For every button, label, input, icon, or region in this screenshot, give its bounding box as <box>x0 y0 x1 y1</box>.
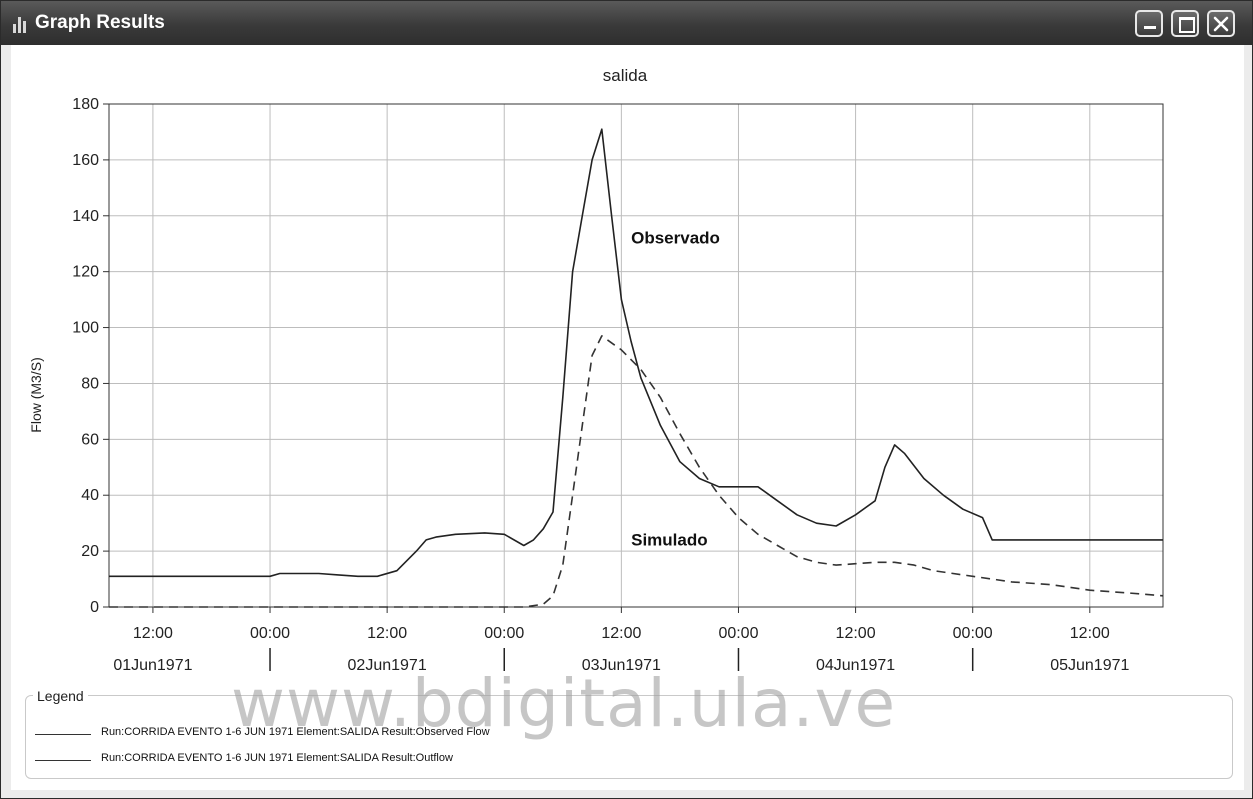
graph-panel: salida Flow (M3/S) 0 20 40 60 80 100 120 140 160… <box>11 45 1244 790</box>
y-tick-label: 0 <box>90 599 99 616</box>
y-tick-label: 120 <box>72 264 99 281</box>
x-tick-label: 12:00 <box>1070 625 1110 642</box>
title-bar[interactable]: Graph Results <box>1 1 1252 45</box>
legend-label-observed: Run:CORRIDA EVENTO 1-6 JUN 1971 Element:… <box>101 726 490 738</box>
y-tick-label: 180 <box>72 96 99 113</box>
series-layer <box>109 128 1164 608</box>
chart-title: salida <box>603 66 648 85</box>
y-tick-label: 40 <box>81 487 99 504</box>
legend-swatch-outflow <box>35 760 91 761</box>
series-line-observed <box>109 128 1163 578</box>
x-tick-label: 00:00 <box>953 625 993 642</box>
legend-title: Legend <box>33 688 88 704</box>
y-tick-label: 160 <box>72 152 99 169</box>
x-tick-label: 00:00 <box>250 625 290 642</box>
minimize-icon <box>1144 26 1156 29</box>
close-button[interactable] <box>1207 10 1235 37</box>
bar-chart-icon <box>13 15 29 33</box>
y-tick-label: 20 <box>81 543 99 560</box>
annotation-observado: Observado <box>631 229 720 248</box>
flow-chart[interactable]: salida Flow (M3/S) 0 20 40 60 80 100 120 140 160… <box>11 45 1244 685</box>
y-tick-label: 60 <box>81 431 99 448</box>
x-date-label: 01Jun1971 <box>113 657 192 674</box>
window-title: Graph Results <box>35 12 165 33</box>
legend-swatch-observed <box>35 734 91 735</box>
x-tick-label: 12:00 <box>601 625 641 642</box>
y-axis-label: Flow (M3/S) <box>28 357 44 432</box>
legend-panel <box>25 695 1233 779</box>
x-tick-label: 12:00 <box>367 625 407 642</box>
y-tick-label: 80 <box>81 375 99 392</box>
y-tick-label: 140 <box>72 208 99 225</box>
x-tick-label: 12:00 <box>836 625 876 642</box>
x-tick-label: 12:00 <box>133 625 173 642</box>
legend-label-outflow: Run:CORRIDA EVENTO 1-6 JUN 1971 Element:… <box>101 752 453 764</box>
annotation-simulado: Simulado <box>631 531 708 550</box>
close-icon <box>1213 16 1229 32</box>
x-date-label: 02Jun1971 <box>348 657 427 674</box>
x-date-label: 03Jun1971 <box>582 657 661 674</box>
minimize-button[interactable] <box>1135 10 1163 37</box>
x-date-label: 04Jun1971 <box>816 657 895 674</box>
maximize-button[interactable] <box>1171 10 1199 37</box>
watermark: www.bdigital.ula.ve <box>231 665 897 742</box>
y-axis-ticks: 0 20 40 60 80 100 120 140 160 180 <box>72 96 109 616</box>
x-axis-ticks: 12:00 00:00 12:00 00:00 12:00 00:00 12:00 00:00… <box>113 607 1130 674</box>
x-tick-label: 00:00 <box>484 625 524 642</box>
annotation-layer: Observado Simulado <box>631 229 720 550</box>
plot-area <box>108 103 1164 608</box>
series-line-outflow <box>109 335 1164 608</box>
maximize-icon <box>1179 17 1195 33</box>
grid-lines <box>109 103 1163 608</box>
x-date-label: 05Jun1971 <box>1050 657 1129 674</box>
y-tick-label: 100 <box>72 320 99 337</box>
x-tick-label: 00:00 <box>718 625 758 642</box>
